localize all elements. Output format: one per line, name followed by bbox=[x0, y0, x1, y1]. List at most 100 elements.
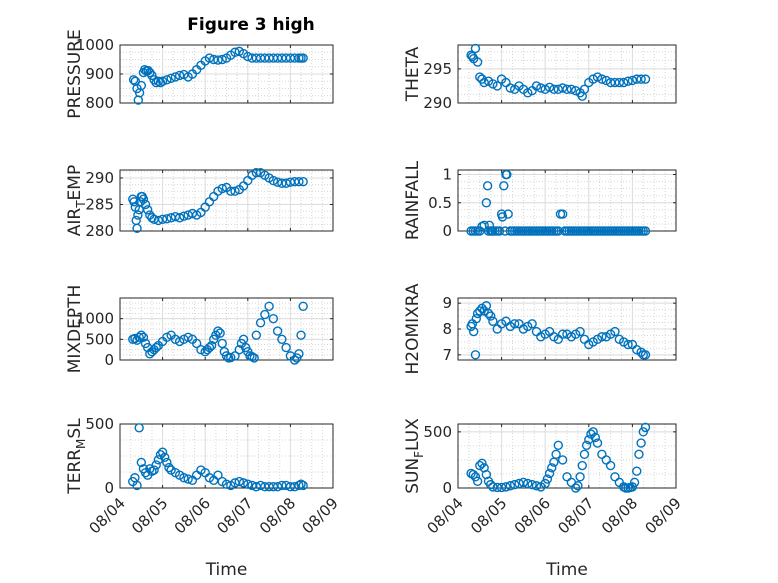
data-point-terr-msl bbox=[183, 474, 193, 484]
data-point-air-temp bbox=[174, 213, 185, 223]
data-point-theta bbox=[632, 74, 642, 84]
data-point-sun-flux bbox=[573, 481, 583, 491]
data-point-sun-flux bbox=[488, 482, 498, 492]
data-point-h2omixra bbox=[557, 329, 568, 339]
data-point-theta bbox=[549, 84, 559, 95]
data-point-terr-msl bbox=[157, 447, 168, 457]
data-point-pressure bbox=[147, 70, 157, 81]
data-point-mixdepth bbox=[238, 334, 249, 345]
data-point-sun-flux bbox=[581, 440, 592, 451]
data-point-terr-msl bbox=[234, 476, 244, 487]
data-point-sun-flux bbox=[577, 460, 587, 471]
data-point-sun-flux bbox=[518, 477, 529, 488]
data-point-mixdepth bbox=[294, 349, 304, 359]
data-point-mixdepth bbox=[217, 338, 227, 349]
y-tick-label: 1000 bbox=[76, 310, 114, 328]
data-point-pressure bbox=[213, 55, 223, 65]
data-point-sun-flux bbox=[636, 438, 646, 448]
data-point-theta bbox=[592, 72, 603, 82]
y-tick-label: 290 bbox=[423, 94, 452, 112]
data-point-air-temp bbox=[226, 186, 236, 196]
data-point-theta bbox=[623, 76, 633, 86]
data-point-theta bbox=[523, 88, 533, 98]
data-point-theta bbox=[597, 74, 607, 84]
data-point-sun-flux bbox=[492, 482, 502, 493]
data-point-theta bbox=[579, 84, 590, 95]
data-point-terr-msl bbox=[213, 470, 223, 480]
y-tick-label: 800 bbox=[85, 94, 114, 112]
data-point-mixdepth bbox=[136, 330, 147, 340]
data-point-mixdepth bbox=[191, 338, 202, 349]
data-point-theta bbox=[553, 84, 563, 95]
data-point-theta bbox=[479, 77, 489, 88]
data-point-sun-flux bbox=[638, 427, 648, 437]
data-point-sun-flux bbox=[557, 455, 568, 465]
data-point-theta bbox=[627, 75, 638, 86]
data-point-sun-flux bbox=[540, 478, 550, 489]
data-point-sun-flux bbox=[634, 449, 644, 460]
data-point-pressure bbox=[243, 51, 253, 62]
data-point-sun-flux bbox=[551, 449, 561, 460]
y-tick-label: 8 bbox=[442, 320, 452, 338]
data-point-h2omixra bbox=[468, 326, 479, 337]
data-point-pressure bbox=[174, 70, 185, 81]
data-point-air-temp bbox=[135, 197, 146, 207]
y-tick-label: 0 bbox=[104, 479, 114, 497]
data-point-theta bbox=[610, 77, 620, 88]
data-point-mixdepth bbox=[204, 342, 215, 353]
data-point-theta bbox=[467, 51, 478, 62]
y-tick-label: 0 bbox=[104, 351, 114, 369]
data-point-pressure bbox=[217, 54, 227, 65]
y-axis-label-theta: THETA bbox=[403, 46, 423, 102]
data-point-mixdepth bbox=[138, 332, 149, 342]
data-point-mixdepth bbox=[234, 344, 244, 355]
y-tick-label: 1 bbox=[442, 166, 452, 184]
data-point-pressure bbox=[157, 76, 168, 86]
data-point-sun-flux bbox=[531, 481, 542, 491]
data-point-sun-flux bbox=[605, 460, 616, 471]
y-tick-label: 295 bbox=[423, 60, 452, 78]
data-point-pressure bbox=[128, 75, 139, 85]
data-point-air-temp bbox=[157, 214, 168, 225]
data-point-theta bbox=[557, 83, 568, 93]
data-point-terr-msl bbox=[151, 460, 161, 470]
data-point-mixdepth bbox=[251, 330, 262, 340]
data-point-h2omixra bbox=[610, 326, 620, 337]
data-point-terr-msl bbox=[294, 480, 304, 491]
data-point-h2omixra bbox=[623, 339, 633, 350]
data-point-pressure bbox=[166, 73, 176, 84]
data-point-air-temp bbox=[140, 199, 151, 210]
data-point-h2omixra bbox=[483, 308, 494, 319]
data-point-rainfall bbox=[557, 209, 568, 219]
y-axis-label-terr-msl: TERRMSL bbox=[65, 418, 88, 495]
y-axis-label-rainfall: RAINFALL bbox=[403, 160, 423, 240]
data-point-rainfall bbox=[494, 226, 505, 236]
data-point-h2omixra bbox=[471, 313, 482, 324]
data-point-sun-flux bbox=[527, 479, 537, 490]
data-point-sun-flux bbox=[509, 479, 520, 490]
data-point-sun-flux bbox=[547, 463, 557, 473]
y-tick-label: 500 bbox=[423, 423, 452, 441]
data-point-h2omixra bbox=[470, 350, 481, 360]
data-point-air-temp bbox=[132, 223, 142, 234]
y-tick-label: 1000 bbox=[76, 36, 114, 54]
data-point-theta bbox=[540, 84, 550, 95]
figure-title: Figure 3 high bbox=[187, 15, 315, 35]
data-point-sun-flux bbox=[523, 478, 533, 489]
data-point-theta bbox=[531, 81, 542, 91]
data-point-air-temp bbox=[268, 175, 279, 186]
data-point-air-temp bbox=[294, 176, 304, 187]
data-point-rainfall bbox=[553, 226, 563, 236]
data-point-terr-msl bbox=[160, 452, 170, 462]
data-point-mixdepth bbox=[289, 355, 300, 365]
data-point-air-temp bbox=[281, 178, 291, 188]
data-point-terr-msl bbox=[149, 465, 159, 475]
data-point-sun-flux bbox=[477, 458, 487, 468]
data-point-theta bbox=[492, 81, 502, 91]
subplot-rainfall: 0 0.5 1 RAINFALL bbox=[403, 160, 677, 240]
data-point-terr-msl bbox=[164, 462, 174, 473]
data-point-pressure bbox=[162, 75, 172, 85]
